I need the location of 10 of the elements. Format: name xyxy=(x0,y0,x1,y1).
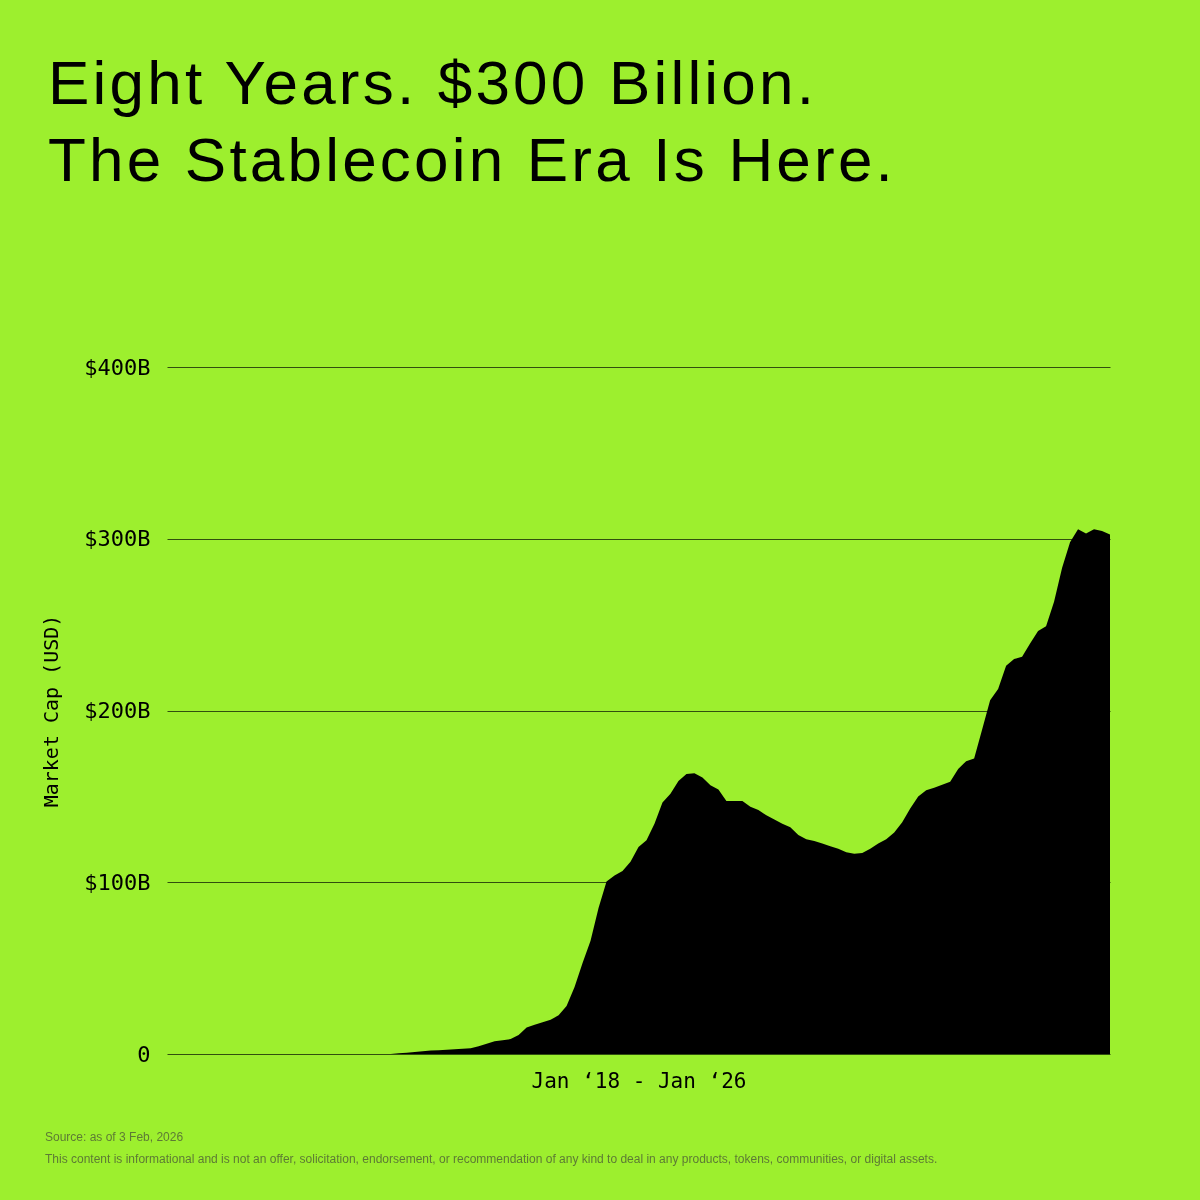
y-tick-label: $100B xyxy=(84,869,151,895)
y-tick-label: $300B xyxy=(84,526,151,552)
source-note: Source: as of 3 Feb, 2026 xyxy=(45,1130,185,1144)
y-tick-label: $400B xyxy=(84,354,151,380)
y-tick-label: $200B xyxy=(84,698,151,723)
chart-title: Eight Years. $300 Billion. The Stablecoin Era Is Here. xyxy=(48,48,896,194)
x-axis-title: Jan ‘18 - Jan ‘26 xyxy=(531,1068,747,1093)
y-axis-title: Market Cap (USD) xyxy=(39,614,64,808)
y-tick-label: 0 xyxy=(137,1041,151,1067)
text: This content is informational and is not an offer, solicitation, endorsement, or recommendation of any kind to deal in any products, tokens, communities, or digital assets. xyxy=(45,1152,938,1166)
